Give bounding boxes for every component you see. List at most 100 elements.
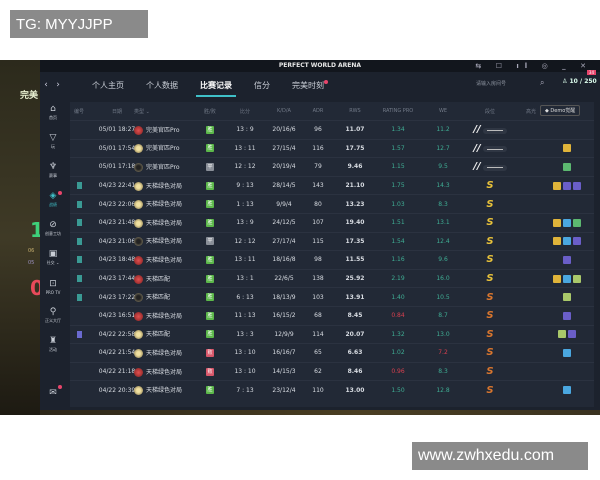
table-row[interactable]: 04/23 21:06 天梯绿色对局 平 12 : 12 27/17/4 115 17.35… <box>70 231 594 251</box>
highlight-badge-icon[interactable] <box>553 274 561 283</box>
highlight-badge-icon[interactable] <box>563 255 571 264</box>
tab-label: 比赛记录 <box>200 80 232 90</box>
table-row[interactable]: 04/22 21:54 天梯绿色对局 败 13 : 10 16/16/7 65 6.63 1.… <box>70 343 594 362</box>
score: 13 : 3 <box>236 330 254 338</box>
adr: 79 <box>314 163 322 171</box>
tab-3[interactable]: 信分 <box>254 74 270 97</box>
we: 8.3 <box>438 200 448 208</box>
table-row[interactable]: 04/23 16:51 天梯绿色对局 胜 11 : 13 16/15/2 68 8.45 0.… <box>70 305 594 325</box>
highlights <box>540 386 594 395</box>
highlight-badge-icon[interactable] <box>563 218 571 227</box>
table-row[interactable]: 04/23 17:22 天梯匹配 胜 6 : 13 18/13/9 103 13.91 1.4… <box>70 287 594 306</box>
highlight-badge-icon[interactable] <box>558 330 566 339</box>
table-row[interactable]: 04/22 21:18 天梯绿色对局 败 13 : 10 14/15/3 62 8.46 0.… <box>70 361 594 381</box>
highlight-badge-icon[interactable] <box>563 181 571 190</box>
adr: 110 <box>312 386 324 394</box>
marker-icon <box>76 256 82 264</box>
demo-button[interactable]: ◆ Demo觉醒 <box>540 105 581 116</box>
highlight-badge-icon[interactable] <box>563 348 571 357</box>
sidebar-item-0[interactable]: ⌂ 首页 <box>40 98 66 127</box>
highlight-badge-icon[interactable] <box>573 274 581 283</box>
row-marker <box>70 237 88 245</box>
tab-0[interactable]: 个人主页 <box>92 74 124 97</box>
match-type: 完美官匹Pro <box>134 125 204 135</box>
highlight-badge-icon[interactable] <box>573 237 581 246</box>
sidebar-item-1[interactable]: ▽ 玩 <box>40 127 66 156</box>
screenshot: 完美 1 06 05 0 PERFECT WORLD ARENA ⇆ ☐ ıl ◎… <box>0 60 600 415</box>
kda: 18/13/9 <box>272 293 296 301</box>
match-date: 04/23 17:44 <box>98 275 136 283</box>
search-icon[interactable]: ⌕ <box>540 78 545 87</box>
row-marker <box>70 256 88 264</box>
highlight-badge-icon[interactable] <box>563 274 571 283</box>
marker-icon <box>76 182 82 190</box>
table-row[interactable]: 04/23 18:48 天梯绿色对局 胜 13 : 11 18/16/8 98 11.55 1… <box>70 250 594 269</box>
highlight-badge-icon[interactable] <box>563 386 571 395</box>
result: 胜 <box>198 255 222 264</box>
column-header: 编号 <box>73 108 84 115</box>
table-row[interactable]: 04/22 20:39 天梯绿色对局 胜 7 : 13 23/12/4 110 13.00 1… <box>70 380 594 399</box>
highlight-badge-icon[interactable] <box>568 330 576 339</box>
tab-4[interactable]: 完美时刻 <box>292 74 328 97</box>
highlight-badge-icon[interactable] <box>563 237 571 246</box>
column-header: RATING PRO <box>382 108 414 114</box>
tab-2[interactable]: 比赛记录 <box>196 74 236 97</box>
highlight-badge-icon[interactable] <box>553 181 561 190</box>
highlight-badge-icon[interactable] <box>563 311 571 320</box>
sidebar-item-7[interactable]: ⚲ 正义大厅 <box>40 301 66 330</box>
table-row[interactable]: 05/01 17:54 完美官匹Pro 胜 13 : 11 27/15/4 116 17.7… <box>70 138 594 158</box>
rank-label: // <box>473 124 481 136</box>
rating-pro: 1.40 <box>391 293 405 301</box>
sidebar-item-9[interactable]: ✉ <box>40 379 66 408</box>
rank: S <box>472 236 508 247</box>
room-search-input[interactable]: 请输入房间号 <box>476 81 507 87</box>
sidebar-icon: ⚲ <box>49 307 57 317</box>
forward-button[interactable]: › <box>56 80 60 90</box>
sidebar-icon: ♜ <box>48 336 58 346</box>
sidebar-item-2[interactable]: ♆ 赛事 <box>40 156 66 185</box>
rank: S <box>472 329 508 340</box>
column-header: RWS <box>349 108 361 114</box>
result-badge: 胜 <box>206 218 214 227</box>
kda: 24/12/5 <box>272 219 296 227</box>
column-header[interactable]: 类型 ⌄ <box>134 108 150 115</box>
sidebar-item-3[interactable]: ◈ 战绩 <box>40 185 66 214</box>
back-button[interactable]: ‹ <box>44 80 48 90</box>
table-row[interactable]: 04/23 21:48 天梯绿色对局 胜 13 : 9 24/12/5 107 19.40 1… <box>70 212 594 232</box>
highlight-badge-icon[interactable] <box>553 218 561 227</box>
kda: 18/16/8 <box>272 256 296 264</box>
highlight-badge-icon[interactable] <box>553 237 561 246</box>
highlight-badge-icon[interactable] <box>563 293 571 302</box>
table-row[interactable]: 04/22 22:58 天梯匹配 胜 13 : 3 12/9/9 114 20.07 1.32… <box>70 324 594 344</box>
sidebar-item-label: 赛事 <box>49 173 57 178</box>
title-bar: PERFECT WORLD ARENA ⇆ ☐ ıl ◎ _ ✕ <box>40 60 600 72</box>
kda: 9/9/4 <box>276 200 292 208</box>
match-type-label: 完美官匹Pro <box>146 163 180 171</box>
highlight-badge-icon[interactable] <box>573 181 581 190</box>
we: 12.4 <box>436 237 450 245</box>
highlight-badge-icon[interactable] <box>573 218 581 227</box>
we: 11.2 <box>436 126 450 134</box>
result-badge: 胜 <box>206 311 214 320</box>
sidebar-item-4[interactable]: ⊘ 创意工坊 <box>40 214 66 243</box>
sidebar-item-8[interactable]: ♜ 活动 <box>40 330 66 359</box>
sidebar-item-6[interactable]: ⊡ PRO TV <box>40 272 66 301</box>
match-type-label: 天梯绿色对局 <box>146 312 183 320</box>
table-row[interactable]: 04/23 22:06 天梯绿色对局 胜 1 : 13 9/9/4 80 13.23 1.03… <box>70 194 594 213</box>
sidebar-item-5[interactable]: ▣ 社交 ⌄ <box>40 243 66 272</box>
table-row[interactable]: 04/23 22:41 天梯绿色对局 胜 9 : 13 28/14/5 143 21.10 1… <box>70 175 594 195</box>
row-marker <box>70 182 88 190</box>
table-row[interactable]: 04/23 17:44 天梯匹配 胜 13 : 1 22/6/5 138 25.92 2.19… <box>70 268 594 288</box>
table-row[interactable]: 05/01 18:27 完美官匹Pro 胜 13 : 9 20/16/6 96 11.07 1… <box>70 120 594 139</box>
match-type-label: 天梯绿色对局 <box>146 387 183 395</box>
window-controls[interactable]: ⇆ ☐ ıl ◎ _ ✕ <box>475 62 592 70</box>
marker-icon <box>76 219 82 227</box>
highlight-badge-icon[interactable] <box>563 162 571 171</box>
tab-1[interactable]: 个人数据 <box>146 74 178 97</box>
rank-bar <box>482 146 507 153</box>
result: 败 <box>198 348 222 357</box>
highlight-badge-icon[interactable] <box>563 144 571 153</box>
table-row[interactable]: 05/01 17:18 完美官匹Pro 平 12 : 12 20/19/4 79 9.46 1… <box>70 157 594 176</box>
match-date: 04/22 21:54 <box>98 349 136 357</box>
adr: 107 <box>312 219 324 227</box>
